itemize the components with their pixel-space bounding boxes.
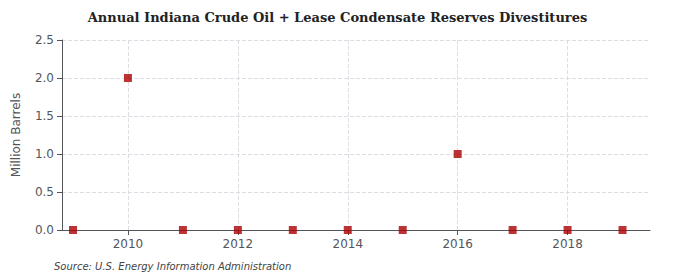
- svg-text:Million Barrels: Million Barrels: [9, 93, 23, 177]
- svg-text:Annual Indiana Crude Oil + Lea: Annual Indiana Crude Oil + Lease Condens…: [87, 10, 588, 25]
- svg-text:1.0: 1.0: [35, 147, 54, 161]
- svg-text:Source: U.S. Energy Informatio: Source: U.S. Energy Information Administ…: [54, 261, 291, 272]
- svg-text:2010: 2010: [113, 237, 144, 251]
- svg-text:2016: 2016: [442, 237, 473, 251]
- svg-text:2.5: 2.5: [35, 33, 54, 47]
- svg-text:0.0: 0.0: [35, 223, 54, 237]
- svg-text:0.5: 0.5: [35, 185, 54, 199]
- svg-text:2.0: 2.0: [35, 71, 54, 85]
- svg-text:2012: 2012: [223, 237, 254, 251]
- svg-text:1.5: 1.5: [35, 109, 54, 123]
- svg-text:2014: 2014: [332, 237, 363, 251]
- svg-text:2018: 2018: [552, 237, 583, 251]
